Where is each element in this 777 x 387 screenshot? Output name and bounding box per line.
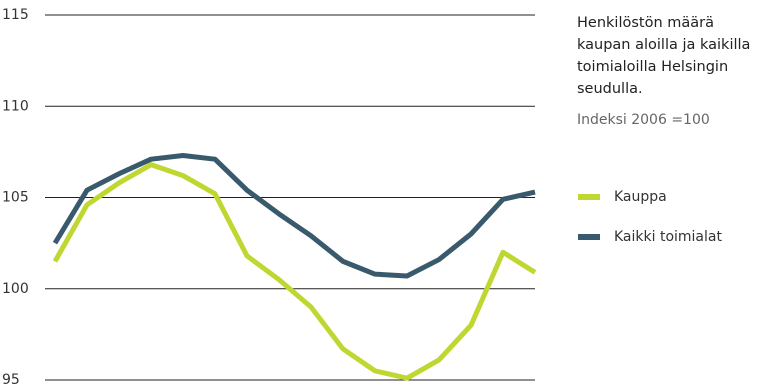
legend-swatch (578, 234, 600, 240)
legend-label: Kaikki toimialat (614, 229, 722, 245)
y-tick-label: 115 (2, 7, 29, 23)
y-tick-label: 100 (2, 281, 29, 297)
y-tick-label: 105 (2, 190, 29, 206)
line-series (52, 162, 537, 381)
y-tick-label: 110 (2, 98, 29, 114)
y-tick-label: 95 (2, 372, 20, 387)
legend-swatch (578, 194, 600, 200)
chart-title: Henkilöstön määrä kaupan aloilla ja kaik… (577, 15, 751, 97)
chart-subtitle: Indeksi 2006 =100 (577, 112, 710, 128)
line-series (52, 153, 536, 279)
legend-label: Kauppa (614, 189, 667, 205)
